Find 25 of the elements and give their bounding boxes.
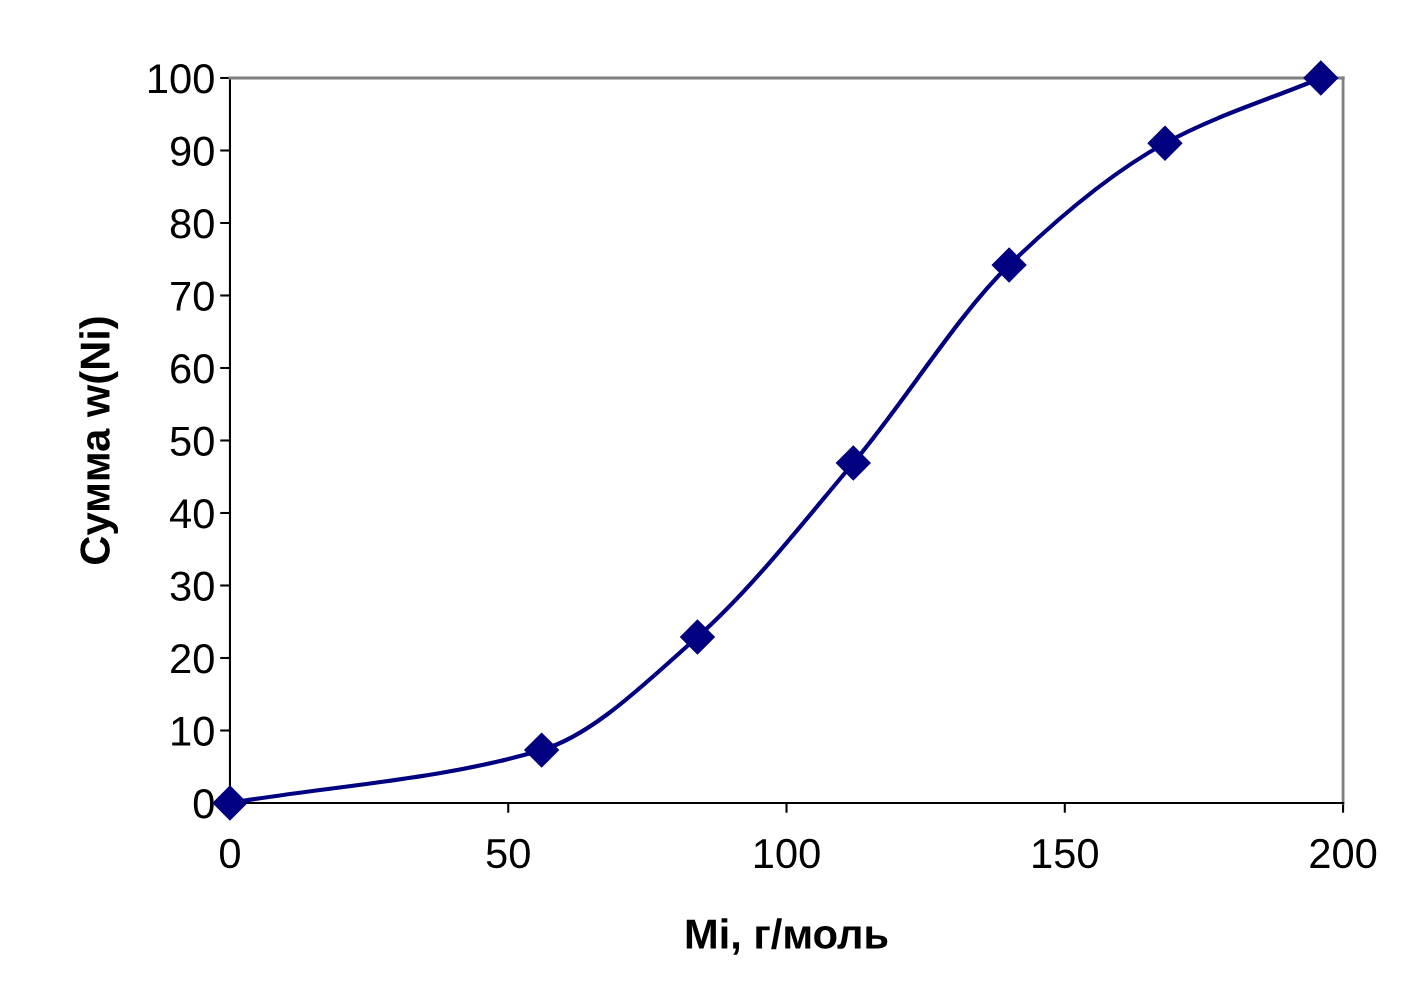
x-tick-label: 0 (220, 838, 240, 869)
y-tick-label: 60 (171, 353, 214, 384)
point (991, 247, 1027, 283)
point (524, 732, 560, 768)
y-tick-label: 50 (170, 426, 214, 456)
y-axis-title: Сумма w(Ni) (79, 317, 119, 564)
x-tick-label: 100 (754, 838, 820, 869)
x-tick-label: 200 (1310, 838, 1377, 869)
y-tick-label: 40 (169, 498, 214, 529)
y-tick-label: 90 (170, 136, 214, 166)
x-tick-label: 150 (1033, 838, 1098, 869)
point (835, 445, 871, 481)
point (212, 785, 248, 821)
point (1303, 60, 1339, 96)
point (1147, 125, 1183, 161)
point (680, 619, 715, 655)
y-tick-label: 20 (171, 644, 214, 674)
y-tick-label: 10 (172, 716, 214, 746)
x-axis-title: Mi, г/моль (686, 918, 888, 955)
x-tick-label: 50 (486, 838, 530, 869)
y-tick-label: 0 (193, 789, 214, 819)
y-tick-label: 80 (170, 208, 214, 239)
y-tick-label: 100 (149, 63, 214, 94)
y-tick-label: 30 (170, 571, 214, 601)
y-tick-label: 70 (171, 281, 214, 311)
